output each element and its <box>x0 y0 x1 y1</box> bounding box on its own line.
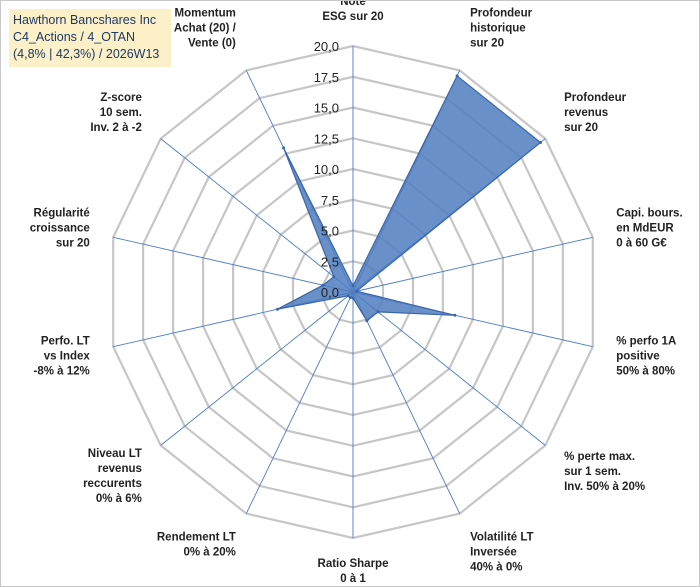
tick-label-2: 5,0 <box>321 224 339 239</box>
data-point-0 <box>351 284 355 288</box>
axis-label-4-line-1: positive <box>616 351 659 363</box>
axis-label-5-line-1: sur 1 sem. <box>564 466 621 478</box>
radar-axis-labels: Note ESG sur 20 Profondeur historique sur 20… <box>30 1 683 585</box>
data-point-9 <box>346 294 350 298</box>
tick-label-4: 10,0 <box>314 162 339 177</box>
axis-label-2-line-2: sur 20 <box>564 122 598 134</box>
tick-label-7: 17,5 <box>314 70 339 85</box>
axis-label-6-line-0: Volatilité LT <box>470 531 533 543</box>
data-point-6 <box>365 319 369 323</box>
axis-label-2-line-0: Profondeur <box>564 92 626 104</box>
axis-label-5-line-2: Inv. 50% à 20% <box>564 481 645 493</box>
axis-label-5-line-0: % perte max. <box>564 451 635 463</box>
axis-spoke-6 <box>352 291 461 514</box>
axis-label-0: Note ESG sur 20 <box>322 1 383 23</box>
axis-label-5: % perte max. sur 1 sem. Inv. 50% à 20% <box>564 451 645 493</box>
data-point-3 <box>355 289 359 293</box>
axis-spoke-12 <box>160 138 354 293</box>
axis-label-1-line-2: sur 20 <box>470 38 504 50</box>
axis-label-10-line-2: -8% à 12% <box>34 366 90 378</box>
data-point-5 <box>376 310 380 314</box>
axis-label-11-line-2: sur 20 <box>56 238 90 250</box>
axis-label-3-line-2: 0 à 60 G€ <box>616 238 667 250</box>
axis-spoke-11 <box>113 236 354 293</box>
axis-label-4: % perfo 1A positive 50% à 80% <box>616 336 676 378</box>
radar-tick-labels: 0,0 2,5 5,0 7,5 10,0 12,5 15,0 17,5 20,0 <box>314 39 339 300</box>
axis-label-3: Capi. bours. en MdEUR 0 à 60 G€ <box>616 208 682 250</box>
data-point-2 <box>539 141 542 144</box>
data-point-1 <box>455 74 459 78</box>
axis-label-1-line-1: historique <box>470 23 526 35</box>
axis-label-7-line-0: Ratio Sharpe <box>318 558 389 570</box>
data-point-7 <box>351 296 355 300</box>
title-stats: (4,8% | 42,3%) / 2026W13 <box>13 47 160 61</box>
axis-label-0-line-1: ESG sur 20 <box>322 11 383 23</box>
axis-label-9: Niveau LT revenus reccurents 0% à 6% <box>83 448 142 505</box>
axis-label-12-line-2: Inv. 2 à -2 <box>90 122 142 134</box>
data-point-4 <box>453 313 457 317</box>
tick-label-1: 2,5 <box>321 254 339 269</box>
axis-label-11-line-1: croissance <box>30 223 90 235</box>
axis-label-6-line-1: Inversée <box>470 546 517 558</box>
axis-label-10-line-0: Perfo. LT <box>41 336 90 348</box>
axis-label-10: Perfo. LT vs Index -8% à 12% <box>34 336 91 378</box>
axis-label-10-line-1: vs Index <box>44 351 91 363</box>
tick-label-6: 15,0 <box>314 101 339 116</box>
axis-spoke-3 <box>352 236 593 293</box>
axis-label-9-line-3: 0% à 6% <box>96 493 142 505</box>
title-company: Hawthorn Bancshares Inc <box>13 13 157 27</box>
axis-label-9-line-0: Niveau LT <box>88 448 142 460</box>
axis-label-8-line-1: 0% à 20% <box>183 546 235 558</box>
axis-label-2-line-1: revenus <box>564 107 608 119</box>
axis-label-7-line-1: 0 à 1 <box>340 573 366 585</box>
axis-label-0-line-0: Note <box>340 1 366 8</box>
tick-label-5: 12,5 <box>314 131 339 146</box>
data-point-10 <box>276 307 279 311</box>
axis-label-8: Rendement LT 0% à 20% <box>157 531 236 558</box>
axis-label-13-line-2: Vente (0) <box>188 38 236 50</box>
chart-title-box: Hawthorn Bancshares Inc C4_Actions / 4_O… <box>9 9 171 67</box>
axis-label-6: Volatilité LT Inversée 40% à 0% <box>470 531 533 573</box>
data-point-8 <box>348 296 352 299</box>
axis-label-9-line-2: reccurents <box>83 478 142 490</box>
data-point-12 <box>332 275 336 279</box>
axis-label-2: Profondeur revenus sur 20 <box>564 92 626 134</box>
axis-label-3-line-1: en MdEUR <box>616 223 674 235</box>
data-point-11 <box>321 283 325 287</box>
axis-spoke-8 <box>245 291 354 514</box>
axis-label-8-line-0: Rendement LT <box>157 531 236 543</box>
tick-label-3: 7,5 <box>321 193 339 208</box>
axis-label-11-line-0: Régularité <box>34 208 90 220</box>
axis-label-11: Régularité croissance sur 20 <box>30 208 90 250</box>
axis-label-9-line-1: revenus <box>98 463 142 475</box>
axis-label-3-line-0: Capi. bours. <box>616 208 682 220</box>
axis-label-12-line-1: 10 sem. <box>100 107 142 119</box>
axis-label-6-line-2: 40% à 0% <box>470 561 522 573</box>
axis-label-1: Profondeur historique sur 20 <box>470 8 532 50</box>
axis-label-1-line-0: Profondeur <box>470 8 532 20</box>
axis-label-12-line-0: Z-score <box>100 92 142 104</box>
tick-label-0: 0,0 <box>321 285 339 300</box>
axis-label-13: Momentum Achat (20) / Vente (0) <box>174 8 237 50</box>
axis-label-7: Ratio Sharpe 0 à 1 <box>318 558 389 585</box>
axis-label-4-line-2: 50% à 80% <box>616 366 675 378</box>
radar-series <box>276 74 542 323</box>
axis-spoke-9 <box>160 291 354 446</box>
axis-label-13-line-1: Achat (20) / <box>174 23 237 35</box>
axis-spoke-5 <box>352 291 546 446</box>
data-point-13 <box>282 146 286 150</box>
tick-label-8: 20,0 <box>314 39 339 54</box>
axis-label-4-line-0: % perfo 1A <box>616 336 676 348</box>
axis-label-12: Z-score 10 sem. Inv. 2 à -2 <box>90 92 142 134</box>
axis-label-13-line-0: Momentum <box>175 8 236 20</box>
title-category: C4_Actions / 4_OTAN <box>13 30 136 44</box>
